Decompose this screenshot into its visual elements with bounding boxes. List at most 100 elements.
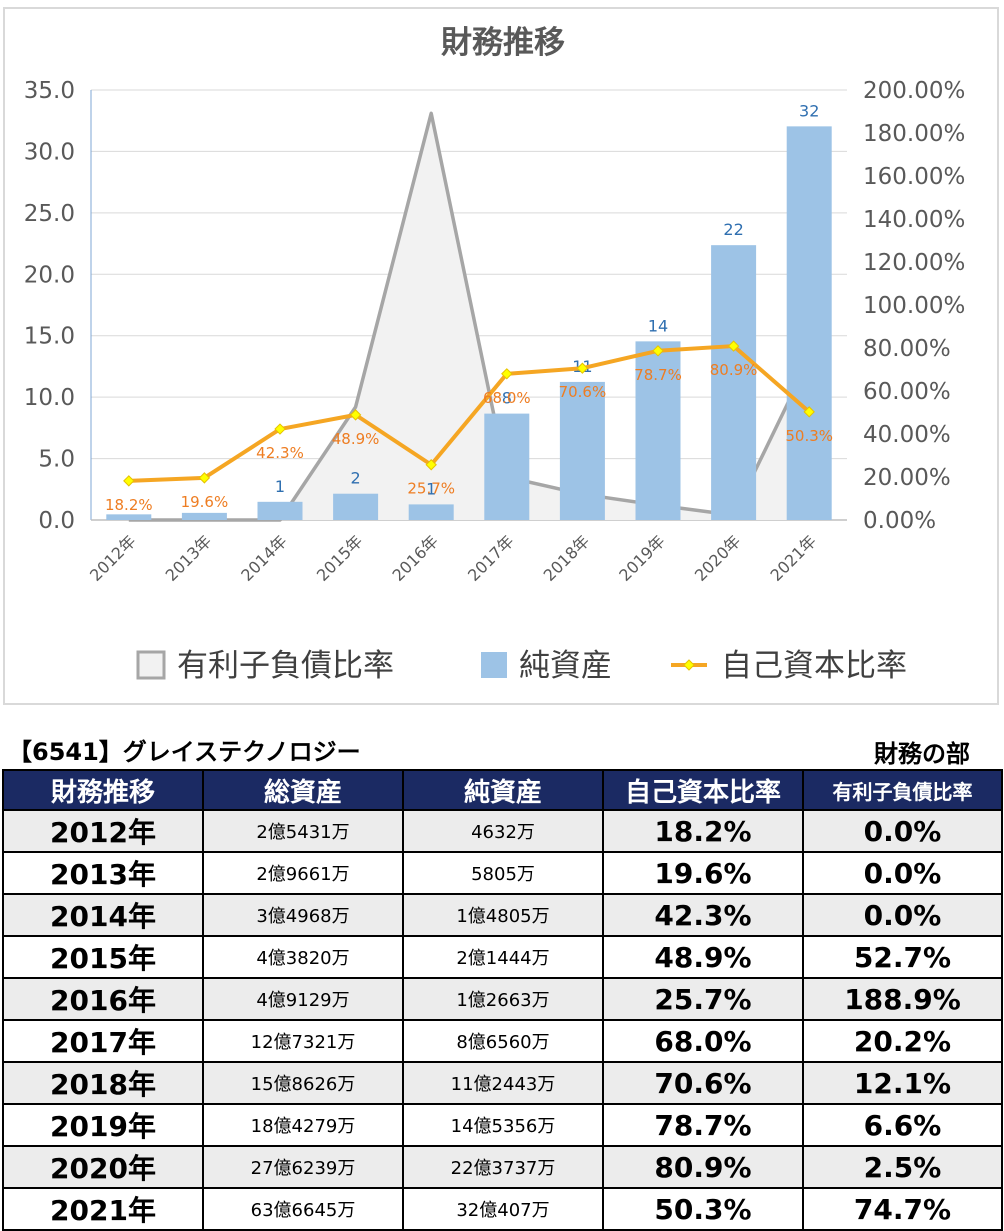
legend-label-debt-ratio: 有利子負債比率: [177, 648, 394, 684]
cell-equity-ratio: 42.3%: [602, 893, 804, 937]
cell-net-assets: 22億3737万: [402, 1145, 604, 1189]
y-left-tick-label: 15.0: [24, 324, 75, 350]
table-row: 2016年 4億9129万 1億2663万 25.7% 188.9%: [2, 977, 1003, 1021]
table-row: 2017年 12億7321万 8億6560万 68.0% 20.2%: [2, 1019, 1003, 1063]
y-right-tick-label: 40.00%: [863, 422, 951, 448]
cell-debt-ratio: 0.0%: [802, 851, 1003, 895]
cell-equity-ratio: 25.7%: [602, 977, 804, 1021]
x-tick-label: 2013年: [162, 531, 216, 585]
bar-net-assets: [786, 126, 832, 520]
y-left-tick-label: 0.0: [38, 508, 75, 534]
cell-total-assets: 2億9661万: [202, 851, 404, 895]
line-data-label: 42.3%: [256, 444, 304, 462]
cell-year: 2014年: [2, 893, 204, 937]
cell-total-assets: 15億8626万: [202, 1061, 404, 1105]
y-right-tick-label: 200.00%: [863, 78, 965, 104]
y-right-tick-label: 100.00%: [863, 293, 965, 319]
line-equity-ratio: [128, 344, 811, 483]
cell-net-assets: 1億4805万: [402, 893, 604, 937]
cell-debt-ratio: 12.1%: [802, 1061, 1003, 1105]
line-marker: [198, 472, 211, 484]
cell-equity-ratio: 18.2%: [602, 809, 804, 853]
bar-net-assets: [257, 501, 303, 520]
cell-net-assets: 32億407万: [402, 1187, 604, 1231]
table-row: 2015年 4億3820万 2億1444万 48.9% 52.7%: [2, 935, 1003, 979]
cell-debt-ratio: 0.0%: [802, 809, 1003, 853]
line-data-label: 19.6%: [181, 493, 229, 511]
line-data-label: 80.9%: [710, 361, 758, 379]
x-tick-label: 2014年: [237, 531, 291, 585]
x-tick-label: 2020年: [691, 531, 745, 585]
line-marker: [803, 406, 815, 418]
finance-table: 財務推移 総資産 純資産 自己資本比率 有利子負債比率 2012年 2億5431万…: [2, 769, 1003, 1231]
y-right-tick-label: 20.00%: [863, 465, 951, 491]
table-row: 2018年 15億8626万 11億2443万 70.6% 12.1%: [2, 1061, 1003, 1105]
cell-total-assets: 4億9129万: [202, 977, 404, 1021]
cell-debt-ratio: 6.6%: [802, 1103, 1003, 1147]
bar-net-assets: [408, 504, 454, 520]
line-data-label: 70.6%: [559, 383, 607, 401]
cell-year: 2015年: [2, 935, 204, 979]
line-marker: [349, 409, 362, 421]
cell-total-assets: 3億4968万: [202, 893, 404, 937]
x-tick-label: 2021年: [766, 531, 820, 585]
bar-net-assets: [484, 413, 530, 520]
x-tick-label: 2017年: [464, 531, 518, 585]
chart-title: 財務推移: [441, 25, 565, 61]
y-right-tick-label: 0.00%: [863, 508, 936, 534]
cell-year: 2016年: [2, 977, 204, 1021]
x-tick-label: 2016年: [388, 531, 442, 585]
table-header-row: 財務推移 総資産 純資産 自己資本比率 有利子負債比率: [2, 769, 1003, 811]
line-marker: [123, 475, 135, 487]
cell-total-assets: 12億7321万: [202, 1019, 404, 1063]
bar-data-label: 1: [275, 477, 285, 496]
chart-panel: 財務推移 0.0 5.0 10.0 15.0 20.0 25.0 30.0 35.0 0.00% 2…: [3, 7, 999, 705]
cell-net-assets: 2億1444万: [402, 935, 604, 979]
cell-debt-ratio: 74.7%: [802, 1187, 1003, 1231]
line-marker: [652, 345, 664, 357]
cell-equity-ratio: 19.6%: [602, 851, 804, 895]
legend-marker: [683, 659, 695, 671]
bar-data-label: 2: [351, 469, 361, 488]
cell-total-assets: 4億3820万: [202, 935, 404, 979]
y-right-tick-label: 160.00%: [863, 164, 965, 190]
line-data-label: 18.2%: [105, 496, 153, 514]
y-right-tick-label: 60.00%: [863, 379, 951, 405]
cell-equity-ratio: 80.9%: [602, 1145, 804, 1189]
cell-equity-ratio: 50.3%: [602, 1187, 804, 1231]
legend-label-equity-ratio: 自己資本比率: [721, 648, 907, 684]
line-marker: [576, 362, 589, 374]
header-equity-ratio: 自己資本比率: [602, 769, 804, 811]
bar-net-assets: [333, 493, 379, 520]
table-row: 2014年 3億4968万 1億4805万 42.3% 0.0%: [2, 893, 1003, 937]
bar-data-label: 8: [502, 389, 512, 408]
bar-net-assets: [106, 514, 152, 520]
cell-year: 2013年: [2, 851, 204, 895]
line-marker: [425, 459, 437, 471]
cell-net-assets: 11億2443万: [402, 1061, 604, 1105]
table-row: 2019年 18億4279万 14億5356万 78.7% 6.6%: [2, 1103, 1003, 1147]
line-marker: [501, 368, 513, 380]
line-data-label: 50.3%: [785, 427, 833, 445]
y-left-tick-label: 5.0: [38, 447, 75, 473]
cell-debt-ratio: 2.5%: [802, 1145, 1003, 1189]
table-row: 2020年 27億6239万 22億3737万 80.9% 2.5%: [2, 1145, 1003, 1189]
header-year: 財務推移: [2, 769, 204, 811]
y-left-tick-label: 20.0: [24, 262, 75, 288]
company-title: 【6541】グレイステクノロジー: [8, 738, 361, 766]
cell-debt-ratio: 52.7%: [802, 935, 1003, 979]
x-tick-label: 2012年: [86, 531, 140, 585]
line-marker: [274, 423, 286, 435]
legend-label-net-assets: 純資産: [519, 648, 612, 684]
area-line-debt-ratio: [128, 111, 811, 522]
cell-equity-ratio: 70.6%: [602, 1061, 804, 1105]
header-debt-ratio: 有利子負債比率: [802, 769, 1003, 811]
section-title: 財務の部: [874, 740, 970, 768]
y-right-tick-label: 80.00%: [863, 336, 951, 362]
cell-debt-ratio: 20.2%: [802, 1019, 1003, 1063]
table-row: 2021年 63億6645万 32億407万 50.3% 74.7%: [2, 1187, 1003, 1231]
cell-year: 2017年: [2, 1019, 204, 1063]
table-row: 2013年 2億9661万 5805万 19.6% 0.0%: [2, 851, 1003, 895]
line-data-label: 78.7%: [634, 366, 682, 384]
cell-net-assets: 5805万: [402, 851, 604, 895]
